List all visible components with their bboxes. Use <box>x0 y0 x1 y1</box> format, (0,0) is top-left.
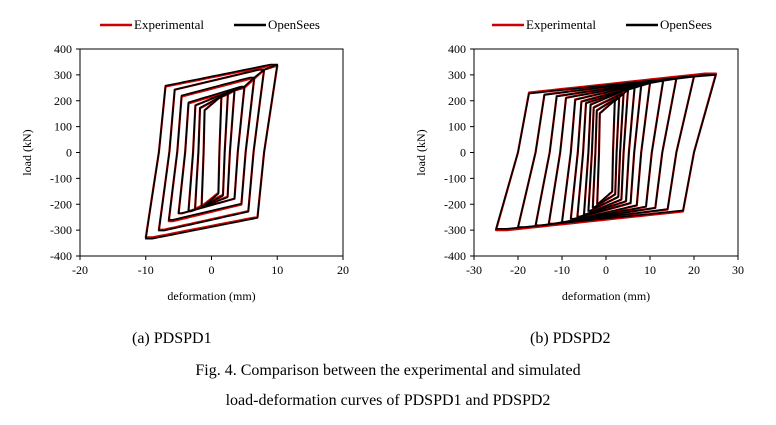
y-tick-label: -100 <box>444 171 466 185</box>
x-tick-label: -10 <box>138 263 154 277</box>
x-tick-label: 30 <box>732 263 744 277</box>
x-tick-label: 10 <box>644 263 656 277</box>
y-tick-label: -400 <box>444 249 466 263</box>
plot-frame <box>473 48 739 257</box>
y-tick-label: 0 <box>66 146 72 160</box>
legend-label-opensees: OpenSees <box>268 17 320 32</box>
x-tick-label: 20 <box>337 263 349 277</box>
y-tick-label: -300 <box>444 223 466 237</box>
figure-caption-line1: Fig. 4. Comparison between the experimen… <box>195 362 581 379</box>
legend-label-experimental: Experimental <box>526 17 596 32</box>
y-tick-label: -100 <box>50 171 72 185</box>
series-line-opensees <box>145 63 279 240</box>
x-tick-label: 0 <box>209 263 215 277</box>
series-line-opensees <box>495 74 717 230</box>
y-tick-label: 200 <box>448 94 466 108</box>
y-tick-label: 0 <box>460 146 466 160</box>
y-tick-label: 400 <box>448 42 466 56</box>
series-opensees <box>145 63 279 240</box>
y-tick-label: 300 <box>448 68 466 82</box>
x-tick-label: -20 <box>510 263 526 277</box>
y-tick-label: 300 <box>54 68 72 82</box>
x-tick-label: -30 <box>466 263 482 277</box>
y-tick-label: 100 <box>54 120 72 134</box>
legend-label-opensees: OpenSees <box>660 17 712 32</box>
x-axis-label: deformation (mm) <box>562 289 650 303</box>
subcaption-a: (a) PDSPD1 <box>132 330 212 347</box>
x-tick-label: -10 <box>554 263 570 277</box>
y-tick-label: 200 <box>54 94 72 108</box>
x-tick-label: 10 <box>271 263 283 277</box>
figure-caption-line2: load-deformation curves of PDSPD1 and PD… <box>225 392 551 409</box>
y-tick-label: -300 <box>50 223 72 237</box>
y-axis-label: load (kN) <box>414 129 428 175</box>
x-tick-label: 0 <box>603 263 609 277</box>
subcaption-b: (b) PDSPD2 <box>530 330 611 347</box>
legend-label-experimental: Experimental <box>134 17 204 32</box>
y-tick-label: 400 <box>54 42 72 56</box>
y-tick-label: 100 <box>448 120 466 134</box>
y-tick-label: -200 <box>444 197 466 211</box>
y-tick-label: -400 <box>50 249 72 263</box>
x-axis-label: deformation (mm) <box>167 289 255 303</box>
series-opensees <box>495 74 717 230</box>
y-tick-label: -200 <box>50 197 72 211</box>
x-tick-label: 20 <box>688 263 700 277</box>
x-tick-label: -20 <box>72 263 88 277</box>
y-axis-label: load (kN) <box>20 129 34 175</box>
